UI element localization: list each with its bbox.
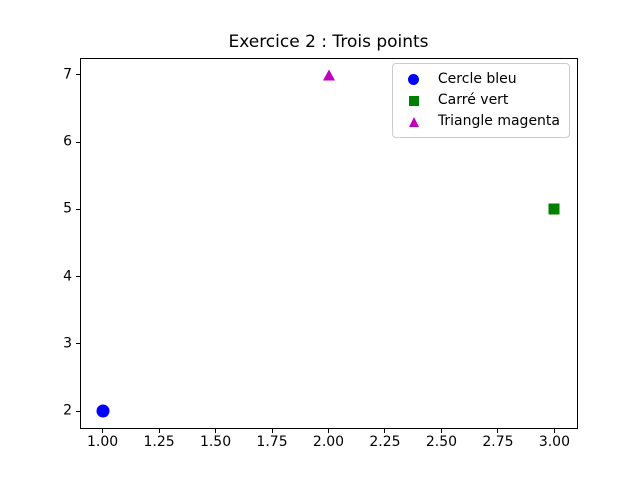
legend-item-cercle-bleu: Cercle bleu [400,69,560,90]
legend-label: Carré vert [437,92,509,108]
x-axis-tick [497,429,499,433]
y-axis-tick-label: 7 [63,66,72,83]
x-axis-tick [553,429,555,433]
y-axis-tick-label: 4 [63,268,72,285]
x-axis-tick-label: 1.75 [256,434,288,450]
legend-square-marker-icon [408,95,419,106]
x-axis-tick-label: 2.50 [425,434,458,450]
y-axis-tick [76,410,80,412]
data-point-carre-vert [548,203,560,215]
legend: Cercle bleu Carré vert Triangle magenta [391,63,570,138]
y-axis-tick-label: 3 [63,335,72,352]
circle-icon [400,74,428,85]
y-axis-tick [76,343,80,345]
x-axis-tick [271,429,273,433]
plot-area [80,58,578,429]
y-axis-tick-label: 6 [63,133,72,150]
chart-title: Exercice 2 : Trois points [228,32,429,52]
x-axis-tick-label: 2.25 [369,434,401,450]
data-point-cercle-bleu [96,404,110,418]
legend-circle-marker-icon [408,74,420,85]
x-axis-tick [328,429,329,433]
y-axis-tick [76,208,80,210]
x-axis-tick-label: 3.00 [538,434,570,450]
y-axis-tick [76,141,80,143]
triangle-icon [400,116,428,127]
legend-item-carre-vert: Carré vert [400,90,560,111]
x-axis-tick [158,429,160,433]
x-axis-tick-label: 2.75 [482,434,514,450]
x-axis-tick [384,429,386,433]
data-point-triangle-magenta [322,69,335,81]
x-axis-tick [215,429,217,433]
x-axis-tick-label: 2.00 [312,434,345,450]
y-axis-tick-label: 5 [63,200,72,217]
square-icon [400,95,428,106]
x-axis-tick [440,429,442,433]
y-axis-tick [76,74,80,76]
legend-item-triangle-magenta: Triangle magenta [400,111,560,132]
legend-label: Triangle magenta [437,113,560,129]
legend-triangle-marker-icon [408,116,419,127]
y-axis-tick-label: 2 [63,402,72,419]
legend-label: Cercle bleu [437,71,517,87]
x-axis-tick-label: 1.00 [86,434,119,450]
x-axis-tick [102,429,104,433]
y-axis-tick [76,276,80,278]
x-axis-tick-label: 1.25 [143,434,175,450]
x-axis-tick-label: 1.50 [199,434,232,450]
